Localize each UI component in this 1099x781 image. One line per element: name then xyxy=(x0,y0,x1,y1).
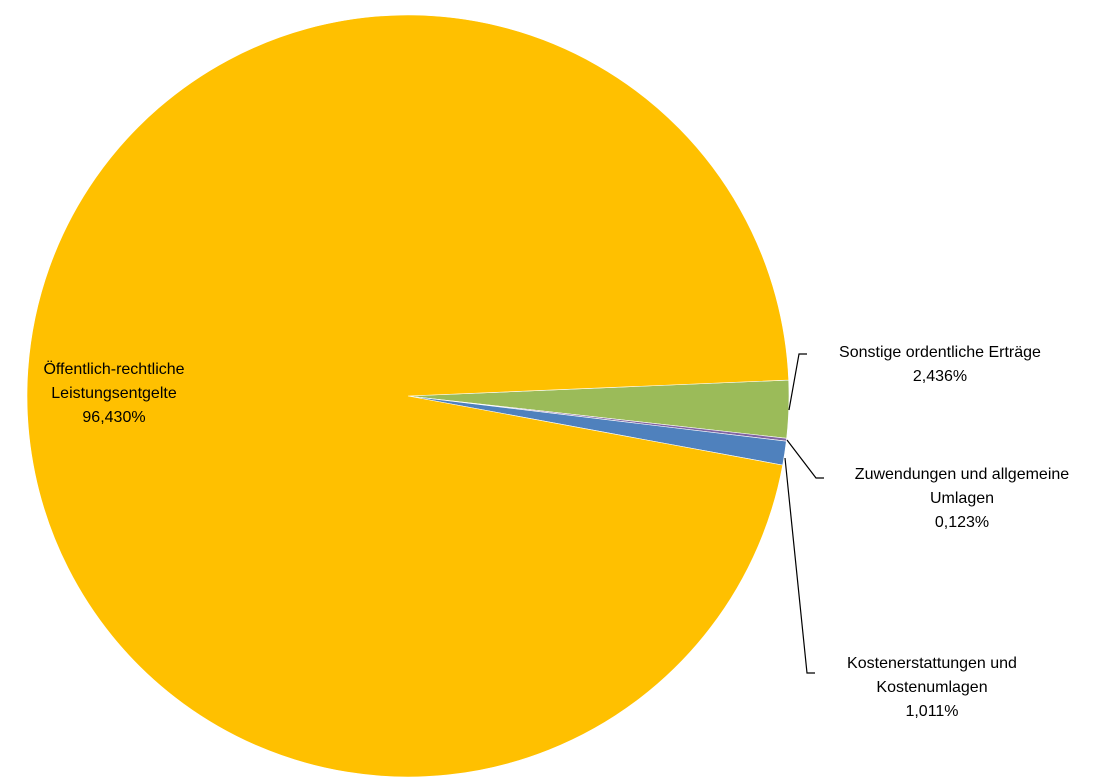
slice-label-sonstige: Sonstige ordentliche Erträge 2,436% xyxy=(839,344,1041,385)
pie-slice-oeffentlich xyxy=(26,14,789,778)
slice-label-zuwendungen: Zuwendungen und allgemeine Umlagen 0,123% xyxy=(855,466,1069,531)
leader-line-zuwendungen xyxy=(786,439,824,479)
slice-labels: Sonstige ordentliche Erträge 2,436% Zuwend… xyxy=(43,344,1069,720)
slice-value-oeffentlich: 96,430% xyxy=(82,409,145,426)
slice-name-kosten: Kostenumlagen xyxy=(876,679,987,696)
slice-label-kosten: Kostenerstattungen und Kostenumlagen 1,011… xyxy=(847,655,1017,720)
leader-line-sonstige xyxy=(788,353,807,411)
slice-name-kosten: Kostenerstattungen und xyxy=(847,655,1017,672)
slice-value-kosten: 1,011% xyxy=(905,703,958,720)
slice-value-zuwendungen: 0,123% xyxy=(935,514,989,531)
slice-name-zuwendungen: Zuwendungen und allgemeine xyxy=(855,466,1069,483)
leader-lines xyxy=(784,353,824,674)
slice-name-oeffentlich: Leistungsentgelte xyxy=(51,385,177,402)
leader-line-kosten xyxy=(784,457,815,674)
slice-value-sonstige: 2,436% xyxy=(913,368,967,385)
slice-name-zuwendungen: Umlagen xyxy=(930,490,994,507)
slice-label-oeffentlich: Öffentlich-rechtliche Leistungsentgelte 96… xyxy=(43,360,184,426)
slice-name-sonstige: Sonstige ordentliche Erträge xyxy=(839,344,1041,361)
slice-name-oeffentlich: Öffentlich-rechtliche xyxy=(43,360,184,378)
pie-slices xyxy=(26,14,790,778)
